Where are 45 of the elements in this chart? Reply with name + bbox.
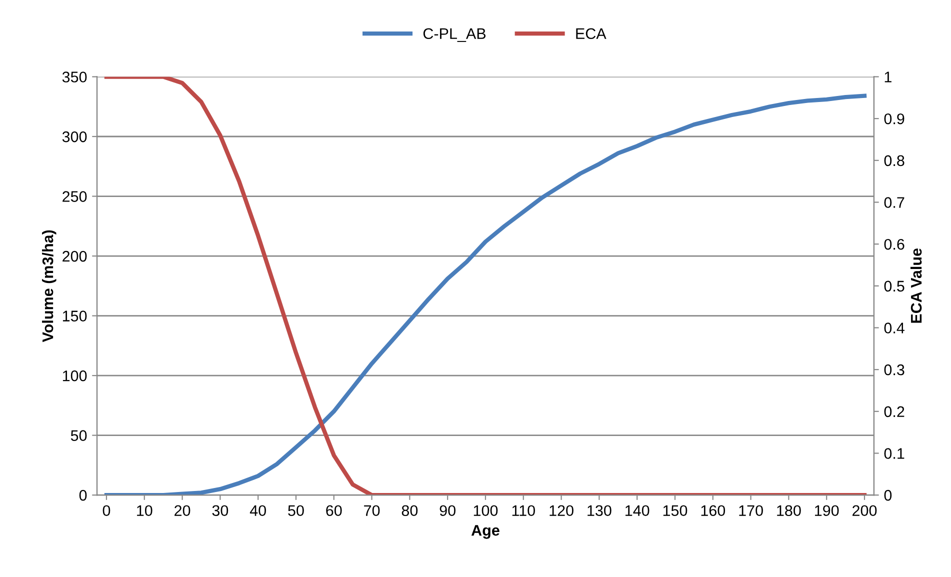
y2-tick-label: 0.6: [884, 238, 904, 250]
x-tick-label: 180: [777, 505, 801, 516]
y-tick-label: 150: [62, 310, 87, 322]
x-tick-label: 140: [626, 505, 650, 516]
y-tick-label: 100: [62, 370, 87, 382]
y2-axis-title: ECA Value: [910, 248, 922, 323]
y-tick-label: 350: [62, 72, 87, 82]
y-tick-label: 250: [62, 191, 87, 202]
y2-tick-label: 0.5: [884, 280, 904, 292]
x-tick-label: 100: [474, 505, 498, 516]
x-tick-label: 60: [326, 505, 342, 516]
y2-tick-label: 0.7: [884, 197, 904, 208]
x-tick-label: 150: [663, 505, 688, 516]
x-tick-label: 40: [250, 505, 266, 516]
x-tick-label: 70: [364, 505, 380, 516]
y2-tick-label: 1: [884, 72, 892, 82]
x-tick-label: 80: [402, 505, 418, 516]
legend-label: C-PL_AB: [423, 28, 486, 42]
legend-label: ECA: [576, 28, 606, 40]
y2-tick-label: 0.8: [884, 155, 904, 166]
x-tick-label: 30: [212, 505, 228, 516]
x-tick-label: 110: [512, 505, 535, 516]
x-tick-label: 170: [739, 505, 763, 516]
x-tick-label: 90: [440, 505, 456, 516]
x-tick-label: 20: [174, 505, 190, 516]
y2-tick-label: 0.3: [884, 364, 904, 376]
x-axis-title: Age: [471, 525, 500, 539]
y2-tick-label: 0.4: [884, 322, 904, 334]
y-tick-label: 300: [62, 131, 87, 142]
y-axis-title: Volume (m3/ha): [42, 230, 56, 342]
y-tick-label: 50: [70, 430, 87, 441]
x-tick-label: 10: [137, 505, 152, 516]
x-tick-label: 200: [852, 505, 877, 516]
y2-tick-label: 0: [884, 490, 892, 501]
x-tick-label: 160: [701, 505, 726, 516]
x-tick-label: 190: [815, 505, 839, 516]
x-tick-label: 50: [288, 505, 304, 516]
x-tick-label: 120: [550, 505, 574, 516]
y2-tick-label: 0.9: [884, 113, 904, 124]
x-tick-label: 0: [102, 505, 110, 516]
y2-tick-label: 0.1: [884, 448, 904, 459]
y2-tick-label: 0.2: [884, 406, 904, 418]
y-tick-label: 0: [79, 490, 87, 501]
y-tick-label: 200: [62, 250, 87, 262]
x-tick-label: 130: [588, 505, 612, 516]
